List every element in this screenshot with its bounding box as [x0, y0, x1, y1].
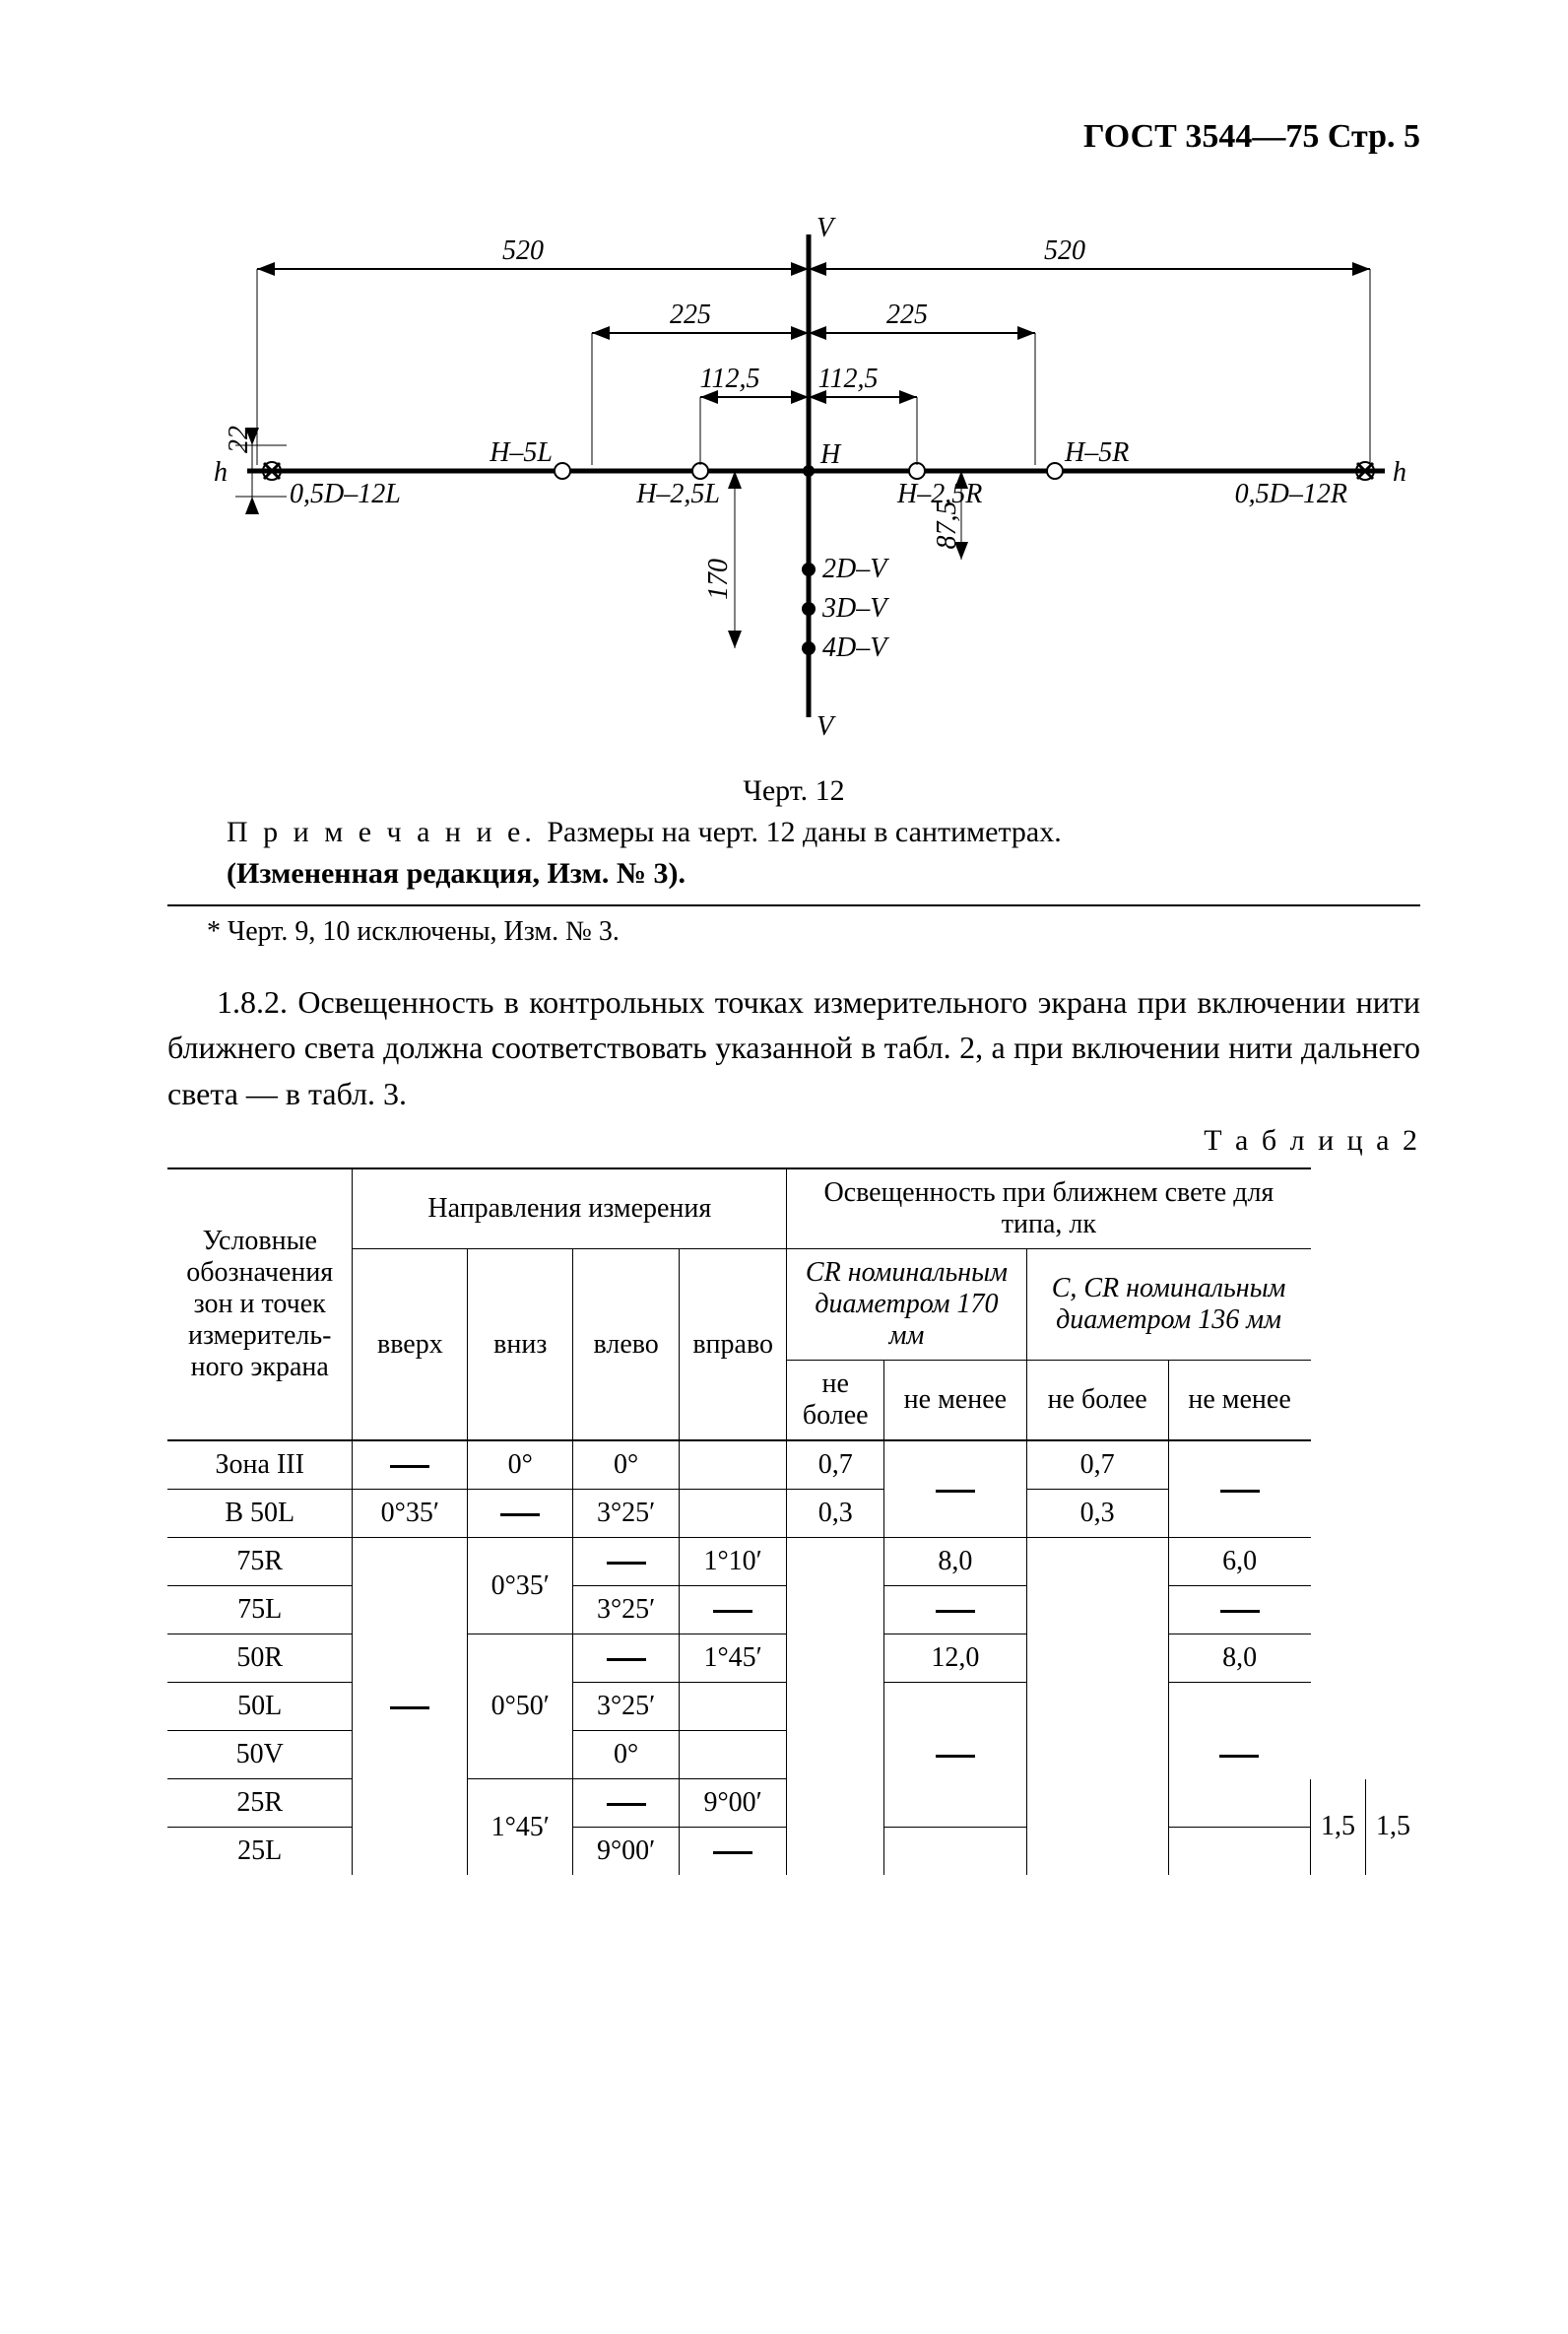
th-nm1: не менее	[884, 1361, 1027, 1441]
table-row: 75R 0°35′ 1°10′ 8,0 6,0	[167, 1538, 1420, 1586]
svg-text:225: 225	[670, 300, 711, 330]
svg-text:112,5: 112,5	[700, 364, 760, 394]
svg-text:V: V	[817, 213, 836, 243]
svg-text:0,5D–12L: 0,5D–12L	[290, 479, 401, 509]
svg-text:520: 520	[502, 235, 544, 266]
footnote: * Черт. 9, 10 исключены, Изм. № 3.	[167, 916, 1420, 948]
svg-text:4D–V: 4D–V	[822, 633, 889, 663]
svg-text:22: 22	[224, 426, 254, 453]
svg-text:V: V	[817, 711, 836, 742]
th-ill: Освещенность при ближнем свете для типа,…	[787, 1168, 1311, 1249]
table-row: Зона III 0° 0° 0,7 0,7	[167, 1440, 1420, 1490]
th-left: влево	[573, 1249, 680, 1441]
svg-text:2D–V: 2D–V	[822, 554, 889, 584]
th-cr170: CR номинальным диаметром 170 мм	[787, 1249, 1026, 1361]
th-nm2: не менее	[1168, 1361, 1310, 1441]
svg-text:520: 520	[1044, 235, 1085, 266]
table-label: Т а б л и ц а 2	[167, 1124, 1420, 1158]
figure-note: П р и м е ч а н и е. Размеры на черт. 12…	[167, 816, 1420, 849]
svg-text:h: h	[1393, 457, 1406, 488]
th-up: вверх	[353, 1249, 468, 1441]
diagram-chert-12: 520520225225112,5112,52217087,5VVhhHH–5L…	[178, 205, 1409, 765]
revision-note: (Измененная редакция, Изм. № 3).	[167, 857, 1420, 891]
svg-text:H: H	[819, 439, 842, 470]
svg-text:H–5R: H–5R	[1064, 437, 1129, 468]
th-nb2: не более	[1026, 1361, 1168, 1441]
figure-caption: Черт. 12	[167, 774, 1420, 808]
svg-text:225: 225	[886, 300, 928, 330]
svg-text:3D–V: 3D–V	[821, 593, 889, 624]
divider	[167, 904, 1420, 906]
svg-text:H–2,5R: H–2,5R	[896, 479, 982, 509]
svg-text:H–2,5L: H–2,5L	[635, 479, 720, 509]
svg-text:112,5: 112,5	[818, 364, 879, 394]
th-dir: Направления измерения	[353, 1168, 787, 1249]
svg-text:0,5D–12R: 0,5D–12R	[1235, 479, 1347, 509]
page-header: ГОСТ 3544—75 Стр. 5	[167, 118, 1420, 156]
table-2: Условные обозначения зон и точек измерит…	[167, 1167, 1420, 1875]
svg-text:H–5L: H–5L	[489, 437, 553, 468]
th-down: вниз	[468, 1249, 573, 1441]
th-zone: Условные обозначения зон и точек измерит…	[167, 1168, 353, 1440]
paragraph-1-8-2: 1.8.2. Освещенность в контрольных точках…	[167, 979, 1420, 1116]
svg-text:170: 170	[703, 559, 734, 600]
th-nb1: не более	[787, 1361, 884, 1441]
th-right: вправо	[680, 1249, 787, 1441]
svg-text:h: h	[214, 457, 228, 488]
th-cr136: С, CR номинальным диаметром 136 мм	[1026, 1249, 1310, 1361]
